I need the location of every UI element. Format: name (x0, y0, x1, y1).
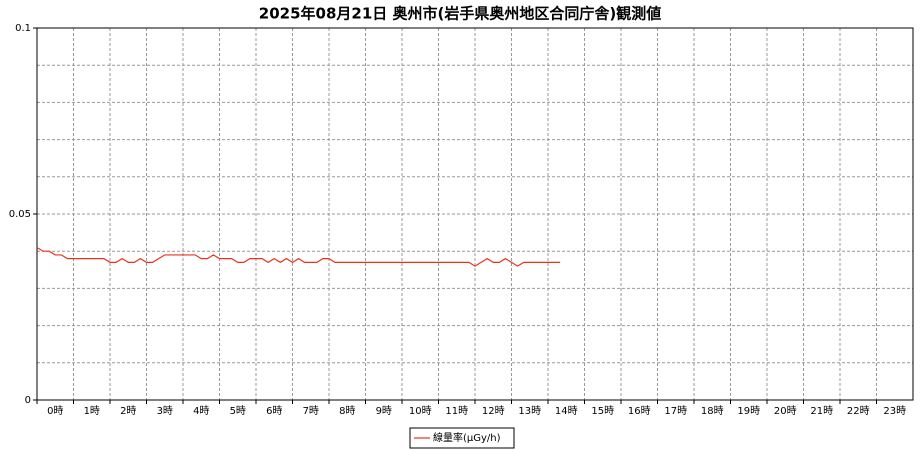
x-tick-label: 1時 (84, 405, 100, 417)
y-tick-label: 0.05 (9, 209, 31, 220)
x-tick-label: 5時 (230, 405, 246, 417)
chart-title: 2025年08月21日 奥州市(岩手県奥州地区合同庁舎)観測値 (259, 5, 661, 23)
x-tick-label: 16時 (628, 405, 651, 417)
x-tick-label: 18時 (701, 405, 724, 417)
y-tick-label: 0.1 (15, 23, 31, 34)
x-tick-label: 15時 (591, 405, 614, 417)
x-tick-label: 20時 (774, 405, 797, 417)
x-tick-label: 21時 (810, 405, 833, 417)
x-tick-label: 12時 (482, 405, 505, 417)
x-tick-label: 17時 (664, 405, 687, 417)
legend: 線量率(μGy/h) (409, 427, 515, 449)
x-tick-label: 7時 (303, 405, 319, 417)
x-tick-label: 22時 (847, 405, 870, 417)
x-tick-label: 14時 (555, 405, 578, 417)
x-tick-label: 2時 (120, 405, 136, 417)
x-tick-label: 4時 (193, 405, 209, 417)
x-tick-label: 23時 (883, 405, 906, 417)
x-tick-label: 10時 (409, 405, 432, 417)
data-line (36, 246, 561, 267)
x-tick-label: 6時 (266, 405, 282, 417)
x-tick-label: 8時 (339, 405, 355, 417)
x-tick-label: 3時 (157, 405, 173, 417)
x-tick-label: 13時 (518, 405, 541, 417)
y-tick-label: 0 (25, 395, 31, 406)
legend-label: 線量率(μGy/h) (433, 431, 501, 444)
x-tick-label: 19時 (737, 405, 760, 417)
plot-frame (36, 27, 914, 401)
x-tick-label: 9時 (376, 405, 392, 417)
x-tick-label: 0時 (47, 405, 63, 417)
x-tick-label: 11時 (445, 405, 468, 417)
legend-box (409, 427, 515, 449)
